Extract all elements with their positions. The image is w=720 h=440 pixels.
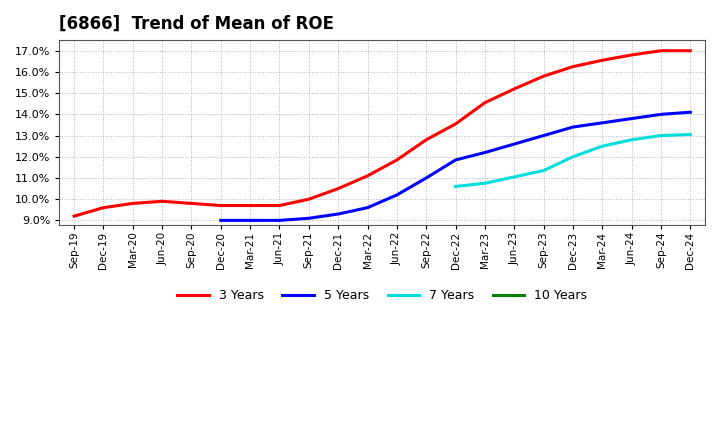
Text: [6866]  Trend of Mean of ROE: [6866] Trend of Mean of ROE: [60, 15, 334, 33]
Legend: 3 Years, 5 Years, 7 Years, 10 Years: 3 Years, 5 Years, 7 Years, 10 Years: [173, 284, 592, 307]
